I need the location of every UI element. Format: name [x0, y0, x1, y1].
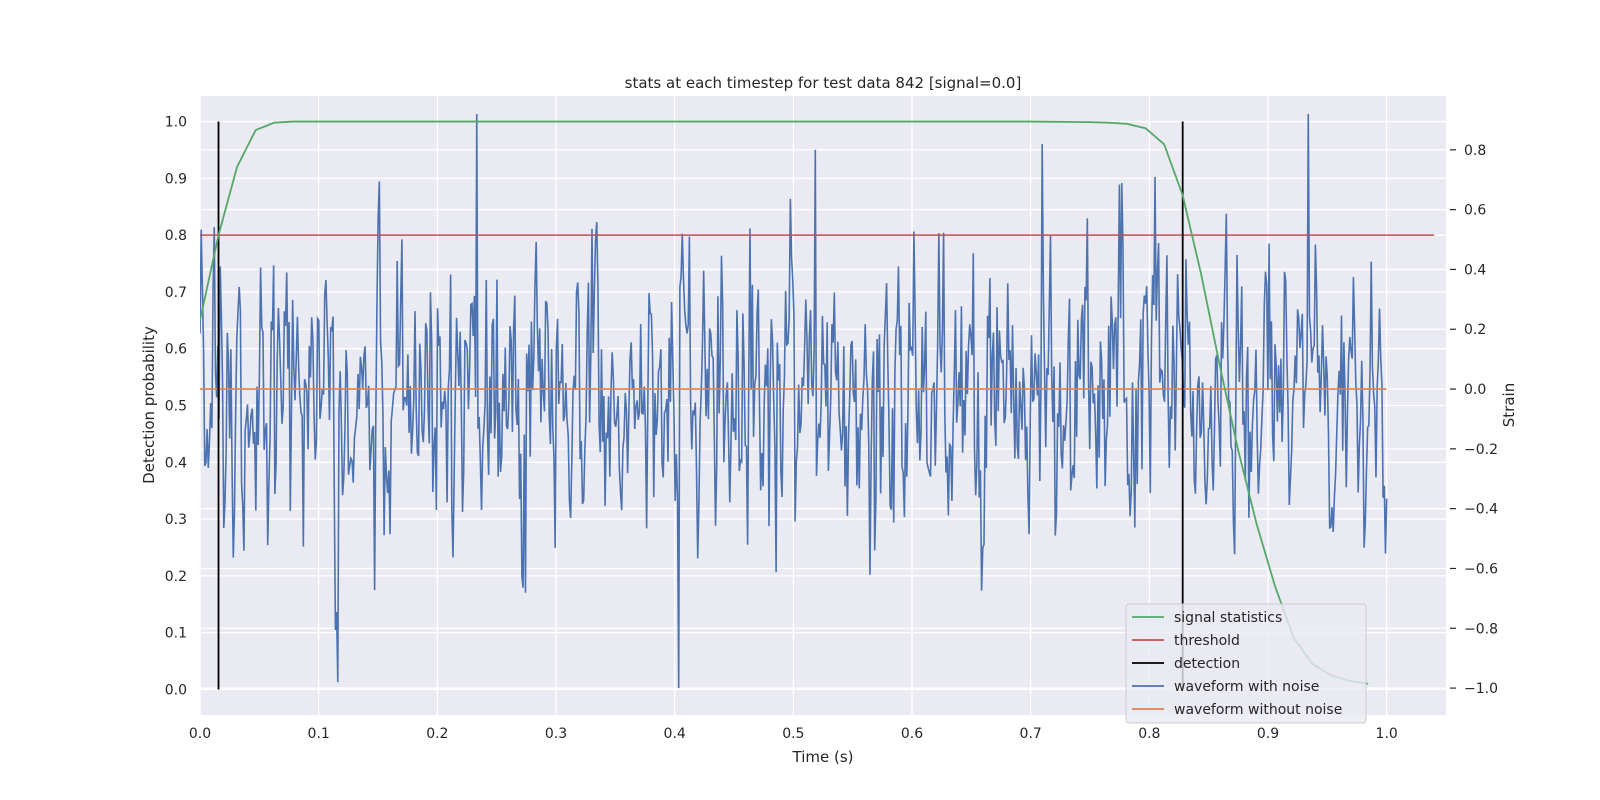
x-tick-label-5: 0.5 [782, 726, 804, 742]
x-tick-label-8: 0.8 [1138, 726, 1160, 742]
y-right-tick-label-8: 0.6 [1464, 203, 1486, 219]
y-left-tick-label-4: 0.4 [165, 455, 187, 471]
y-left-axis-ticks: 0.0 0.1 0.2 0.3 0.4 0.5 0.6 0.7 0.8 0.9 1.0 [165, 115, 187, 699]
x-tick-label-9: 0.9 [1257, 726, 1279, 742]
y-left-tick-label-6: 0.6 [165, 342, 187, 358]
y-left-tick-label-3: 0.3 [165, 512, 187, 528]
x-axis-label: Time (s) [792, 748, 854, 766]
legend: signal statistics threshold detection wa… [1125, 603, 1367, 724]
y-right-tick-label-7: 0.4 [1464, 262, 1486, 278]
x-tick-label-10: 1.0 [1376, 726, 1398, 742]
y-right-axis-ticks: −1.0 −0.8 −0.6 −0.4 −0.2 0.0 0.2 0.4 0.6 0.8 [1450, 143, 1498, 697]
y-right-tick-label-5: 0.0 [1464, 382, 1486, 398]
y-right-axis-label: Strain [1500, 383, 1518, 427]
series-waveform-with-noise [200, 113, 1388, 689]
x-tick-label-0: 0.0 [189, 726, 211, 742]
y-right-tick-label-4: −0.2 [1464, 442, 1498, 458]
y-left-tick-label-10: 1.0 [165, 115, 187, 131]
x-tick-label-3: 0.3 [545, 726, 567, 742]
series-detection [217, 121, 1184, 690]
x-tick-label-1: 0.1 [308, 726, 330, 742]
y-right-tick-label-1: −0.8 [1464, 621, 1498, 637]
y-left-tick-label-9: 0.9 [165, 171, 187, 187]
x-tick-label-7: 0.7 [1020, 726, 1042, 742]
y-left-tick-label-1: 0.1 [165, 626, 187, 642]
x-axis-ticks: 0.0 0.1 0.2 0.3 0.4 0.5 0.6 0.7 0.8 0.9 1.0 [189, 726, 1398, 742]
y-left-tick-label-7: 0.7 [165, 285, 187, 301]
y-right-tick-label-6: 0.2 [1464, 322, 1486, 338]
y-right-tick-label-0: −1.0 [1464, 681, 1498, 697]
y-left-tick-label-2: 0.2 [165, 569, 187, 585]
y-right-tick-label-2: −0.6 [1464, 561, 1498, 577]
chart-title: stats at each timestep for test data 842… [625, 74, 1022, 92]
y-left-tick-label-0: 0.0 [165, 682, 187, 698]
legend-label-waveform-without-noise: waveform without noise [1174, 702, 1342, 718]
x-tick-label-4: 0.4 [664, 726, 686, 742]
y-left-axis-label: Detection probability [140, 326, 158, 484]
x-tick-label-2: 0.2 [426, 726, 448, 742]
x-tick-label-6: 0.6 [901, 726, 923, 742]
y-right-tick-label-3: −0.4 [1464, 502, 1498, 518]
legend-label-threshold: threshold [1174, 633, 1240, 649]
legend-label-detection: detection [1174, 656, 1240, 672]
y-left-tick-label-8: 0.8 [165, 228, 187, 244]
y-right-tick-label-9: 0.8 [1464, 143, 1486, 159]
y-left-tick-label-5: 0.5 [165, 399, 187, 415]
legend-label-signal-statistics: signal statistics [1174, 610, 1282, 626]
legend-label-waveform-with-noise: waveform with noise [1174, 679, 1319, 695]
legend-box [1125, 603, 1367, 724]
